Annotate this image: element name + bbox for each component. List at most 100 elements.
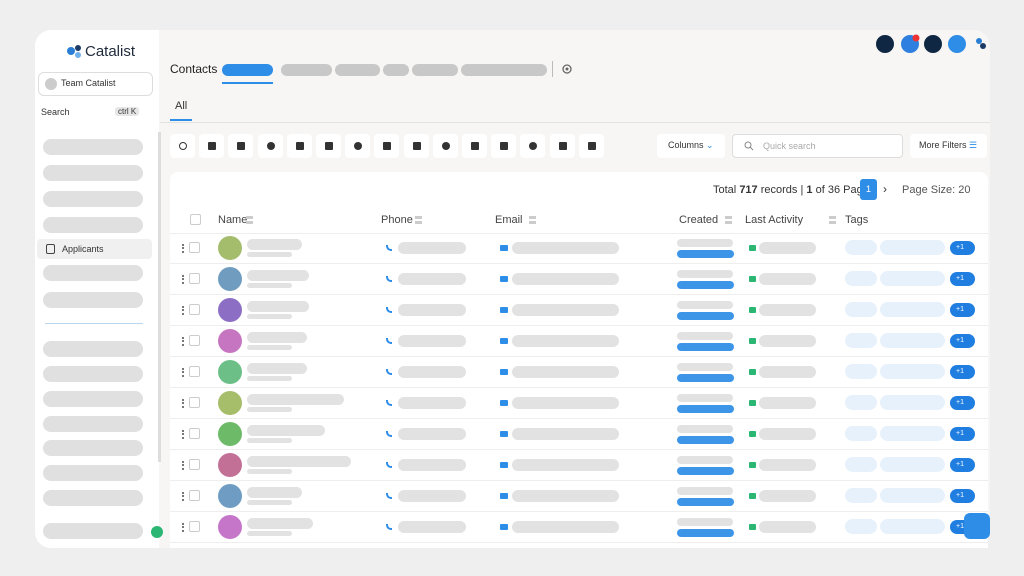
avatar <box>218 298 242 322</box>
tag-badge[interactable]: +1 <box>950 303 975 317</box>
row-handle[interactable] <box>182 368 184 377</box>
team-select[interactable] <box>38 72 153 96</box>
phone-icon <box>386 462 392 468</box>
row-handle[interactable] <box>182 337 184 346</box>
row-checkbox[interactable] <box>189 335 200 346</box>
page-size[interactable]: Page Size: 20 <box>902 184 971 196</box>
tag-placeholder <box>845 395 877 410</box>
search[interactable]: Search <box>41 107 70 117</box>
nav-item-placeholder[interactable] <box>43 490 143 506</box>
column-header[interactable]: Email <box>495 214 523 226</box>
row-checkbox[interactable] <box>189 459 200 470</box>
current-page: 1 <box>806 184 813 196</box>
sort-icon <box>725 216 733 224</box>
tag-badge[interactable]: +1 <box>950 272 975 286</box>
row-handle[interactable] <box>182 399 184 408</box>
row-checkbox[interactable] <box>189 273 200 284</box>
active-item-bg[interactable] <box>37 239 152 259</box>
tag-badge[interactable]: +1 <box>950 489 975 503</box>
sort-icon <box>529 216 536 224</box>
column-header[interactable]: Name <box>218 214 248 226</box>
tab-all[interactable]: All <box>175 100 188 112</box>
collapse-button[interactable] <box>151 526 163 538</box>
nav-item-placeholder[interactable] <box>43 416 143 432</box>
row-checkbox[interactable] <box>189 304 200 315</box>
column-header[interactable]: Last Activity <box>745 214 804 226</box>
row-checkbox[interactable] <box>189 366 200 377</box>
tag-badge[interactable]: +1 <box>950 458 975 472</box>
phone-icon <box>386 276 392 282</box>
top-icons[interactable] <box>875 34 987 54</box>
tag-placeholder <box>845 271 877 286</box>
created-time <box>677 498 734 506</box>
nav-item-placeholder[interactable] <box>43 265 143 281</box>
subtitle-placeholder <box>247 376 292 381</box>
view-tab[interactable] <box>335 64 380 76</box>
view-tab-active[interactable] <box>222 64 273 76</box>
nav-item-placeholder[interactable] <box>43 341 143 357</box>
tag-badge[interactable]: +1 <box>950 365 975 379</box>
nav-item-placeholder[interactable] <box>43 440 143 456</box>
table-card <box>170 172 988 548</box>
activity-placeholder <box>759 242 816 254</box>
nav-item-placeholder[interactable] <box>43 391 143 407</box>
feedback-button[interactable] <box>964 513 990 539</box>
nav-item-placeholder[interactable] <box>43 523 143 539</box>
nav-item-placeholder[interactable] <box>43 366 143 382</box>
email-placeholder <box>512 490 619 502</box>
row-handle[interactable] <box>182 492 184 501</box>
tag-placeholder <box>880 240 945 255</box>
tag-placeholder <box>880 364 945 379</box>
row-divider <box>170 356 988 357</box>
tag-badge[interactable]: +1 <box>950 427 975 441</box>
select-all[interactable] <box>190 214 201 225</box>
tag-badge[interactable]: +1 <box>950 334 975 348</box>
tag-badge[interactable]: +1 <box>950 241 975 255</box>
column-header[interactable]: Phone <box>381 214 413 226</box>
row-checkbox[interactable] <box>189 490 200 501</box>
phone-icon <box>386 245 392 251</box>
nav-item-placeholder[interactable] <box>43 165 143 181</box>
row-handle[interactable] <box>182 275 184 284</box>
settings-icon[interactable] <box>561 63 573 75</box>
quick-search[interactable]: Quick search <box>732 134 903 158</box>
page-button[interactable]: 1 <box>860 179 877 200</box>
nav-item-placeholder[interactable] <box>43 191 143 207</box>
nav-item-placeholder[interactable] <box>43 292 143 308</box>
nav-item-placeholder[interactable] <box>43 465 143 481</box>
view-tab[interactable] <box>461 64 547 76</box>
total-records: 717 <box>739 184 758 196</box>
view-tab[interactable] <box>281 64 332 76</box>
activity-icon <box>749 400 756 406</box>
created-placeholder <box>677 332 733 340</box>
activity-icon <box>749 524 756 530</box>
nav-item-placeholder[interactable] <box>43 139 143 155</box>
row-divider <box>170 449 988 450</box>
row-handle[interactable] <box>182 430 184 439</box>
tag-badge[interactable]: +1 <box>950 396 975 410</box>
phone-icon <box>386 524 392 530</box>
view-tab[interactable] <box>412 64 458 76</box>
column-header[interactable]: Tags <box>845 214 869 226</box>
column-header[interactable]: Created <box>679 214 719 226</box>
tag-placeholder <box>845 364 877 379</box>
more-filters[interactable]: More Filters ☰ <box>910 134 987 158</box>
view-tab[interactable] <box>383 64 409 76</box>
row-checkbox[interactable] <box>189 521 200 532</box>
name-placeholder <box>247 487 302 498</box>
row-handle[interactable] <box>182 523 184 532</box>
row-checkbox[interactable] <box>189 397 200 408</box>
columns-button[interactable]: Columns ⌄ <box>657 134 725 158</box>
row-handle[interactable] <box>182 461 184 470</box>
sort-icon <box>828 216 836 224</box>
logo-icon <box>67 45 81 58</box>
row-checkbox[interactable] <box>189 242 200 253</box>
next-page[interactable]: › <box>883 182 887 196</box>
row-checkbox[interactable] <box>189 428 200 439</box>
row-handle[interactable] <box>182 244 184 253</box>
activity-icon <box>749 276 756 282</box>
toolbar-icon <box>179 142 187 150</box>
row-handle[interactable] <box>182 306 184 315</box>
nav-item-placeholder[interactable] <box>43 217 143 233</box>
email-icon <box>500 524 508 530</box>
